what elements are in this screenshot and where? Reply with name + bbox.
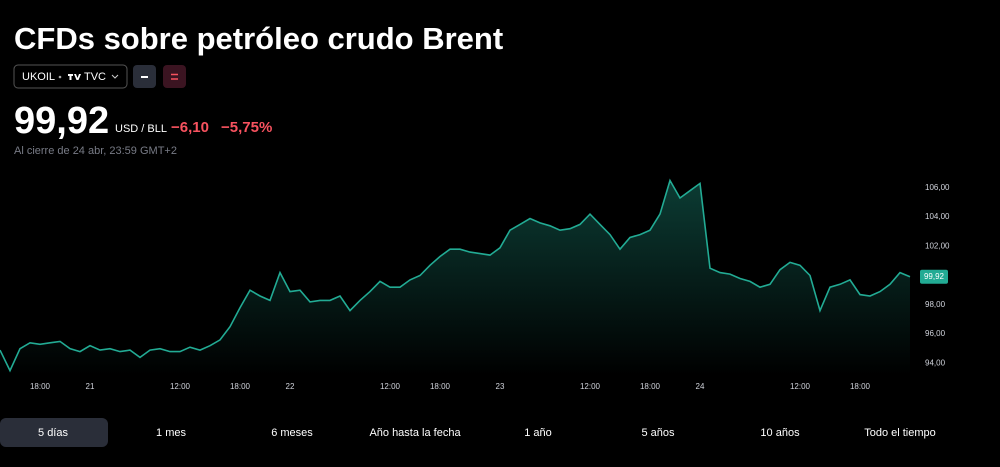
x-tick-label: 24 <box>696 382 705 391</box>
y-tick-label: 94,00 <box>925 358 946 367</box>
price: 99,92 <box>14 100 109 142</box>
change: −6,10 <box>171 119 209 136</box>
symbol-button[interactable] <box>13 64 128 89</box>
x-tick-label: 21 <box>86 382 95 391</box>
last-price-label: 99,92 <box>924 272 945 281</box>
symbol: UKOIL <box>22 71 55 83</box>
tab-selected-bg <box>0 418 108 447</box>
tab[interactable]: 1 año <box>524 427 552 439</box>
last-price-box <box>920 269 948 284</box>
chevron <box>111 74 119 79</box>
y-tick-label: 96,00 <box>925 329 946 338</box>
chart: 94,00 96,00 98,00 102,00 104,00 106,00 18:00 21… <box>0 178 950 391</box>
title: CFDs sobre petróleo crudo Brent <box>14 21 503 56</box>
area <box>0 180 910 375</box>
x-tick-label: 12:00 <box>580 382 601 391</box>
tv-logo <box>68 74 81 80</box>
y-tick-label: 104,00 <box>925 212 950 221</box>
x-tick-label: 18:00 <box>30 382 51 391</box>
x-tick-label: 22 <box>286 382 295 391</box>
tab[interactable]: Todo el tiempo <box>864 427 936 439</box>
equal-icon <box>171 73 178 80</box>
x-tick-label: 18:00 <box>230 382 251 391</box>
exchange: TVC <box>84 71 106 83</box>
y-tick-label: 106,00 <box>925 183 950 192</box>
change-percent: −5,75% <box>221 119 272 136</box>
tab[interactable]: 10 años <box>760 427 800 439</box>
x-tick-label: 18:00 <box>850 382 871 391</box>
y-tick-label: 98,00 <box>925 300 946 309</box>
tab[interactable]: 5 años <box>641 427 675 439</box>
tab[interactable]: 1 mes <box>156 427 186 439</box>
x-tick-label: 18:00 <box>640 382 661 391</box>
unit: USD / BLL <box>115 123 167 135</box>
x-tick-label: 12:00 <box>170 382 191 391</box>
dot <box>58 75 62 79</box>
tabs: 5 días 1 mes 6 meses Año hasta la fecha 1 añ… <box>0 418 936 447</box>
equal-button[interactable] <box>163 65 186 88</box>
x-tick-label: 23 <box>496 382 505 391</box>
close-note: Al cierre de 24 abr, 23:59 GMT+2 <box>14 145 177 157</box>
tab[interactable]: 5 días <box>38 427 68 439</box>
tab[interactable]: 6 meses <box>271 427 313 439</box>
line <box>0 178 911 373</box>
tab[interactable]: Año hasta la fecha <box>369 427 461 439</box>
y-tick-label: 102,00 <box>925 241 950 250</box>
x-tick-label: 12:00 <box>790 382 811 391</box>
x-tick-label: 12:00 <box>380 382 401 391</box>
x-tick-label: 18:00 <box>430 382 451 391</box>
